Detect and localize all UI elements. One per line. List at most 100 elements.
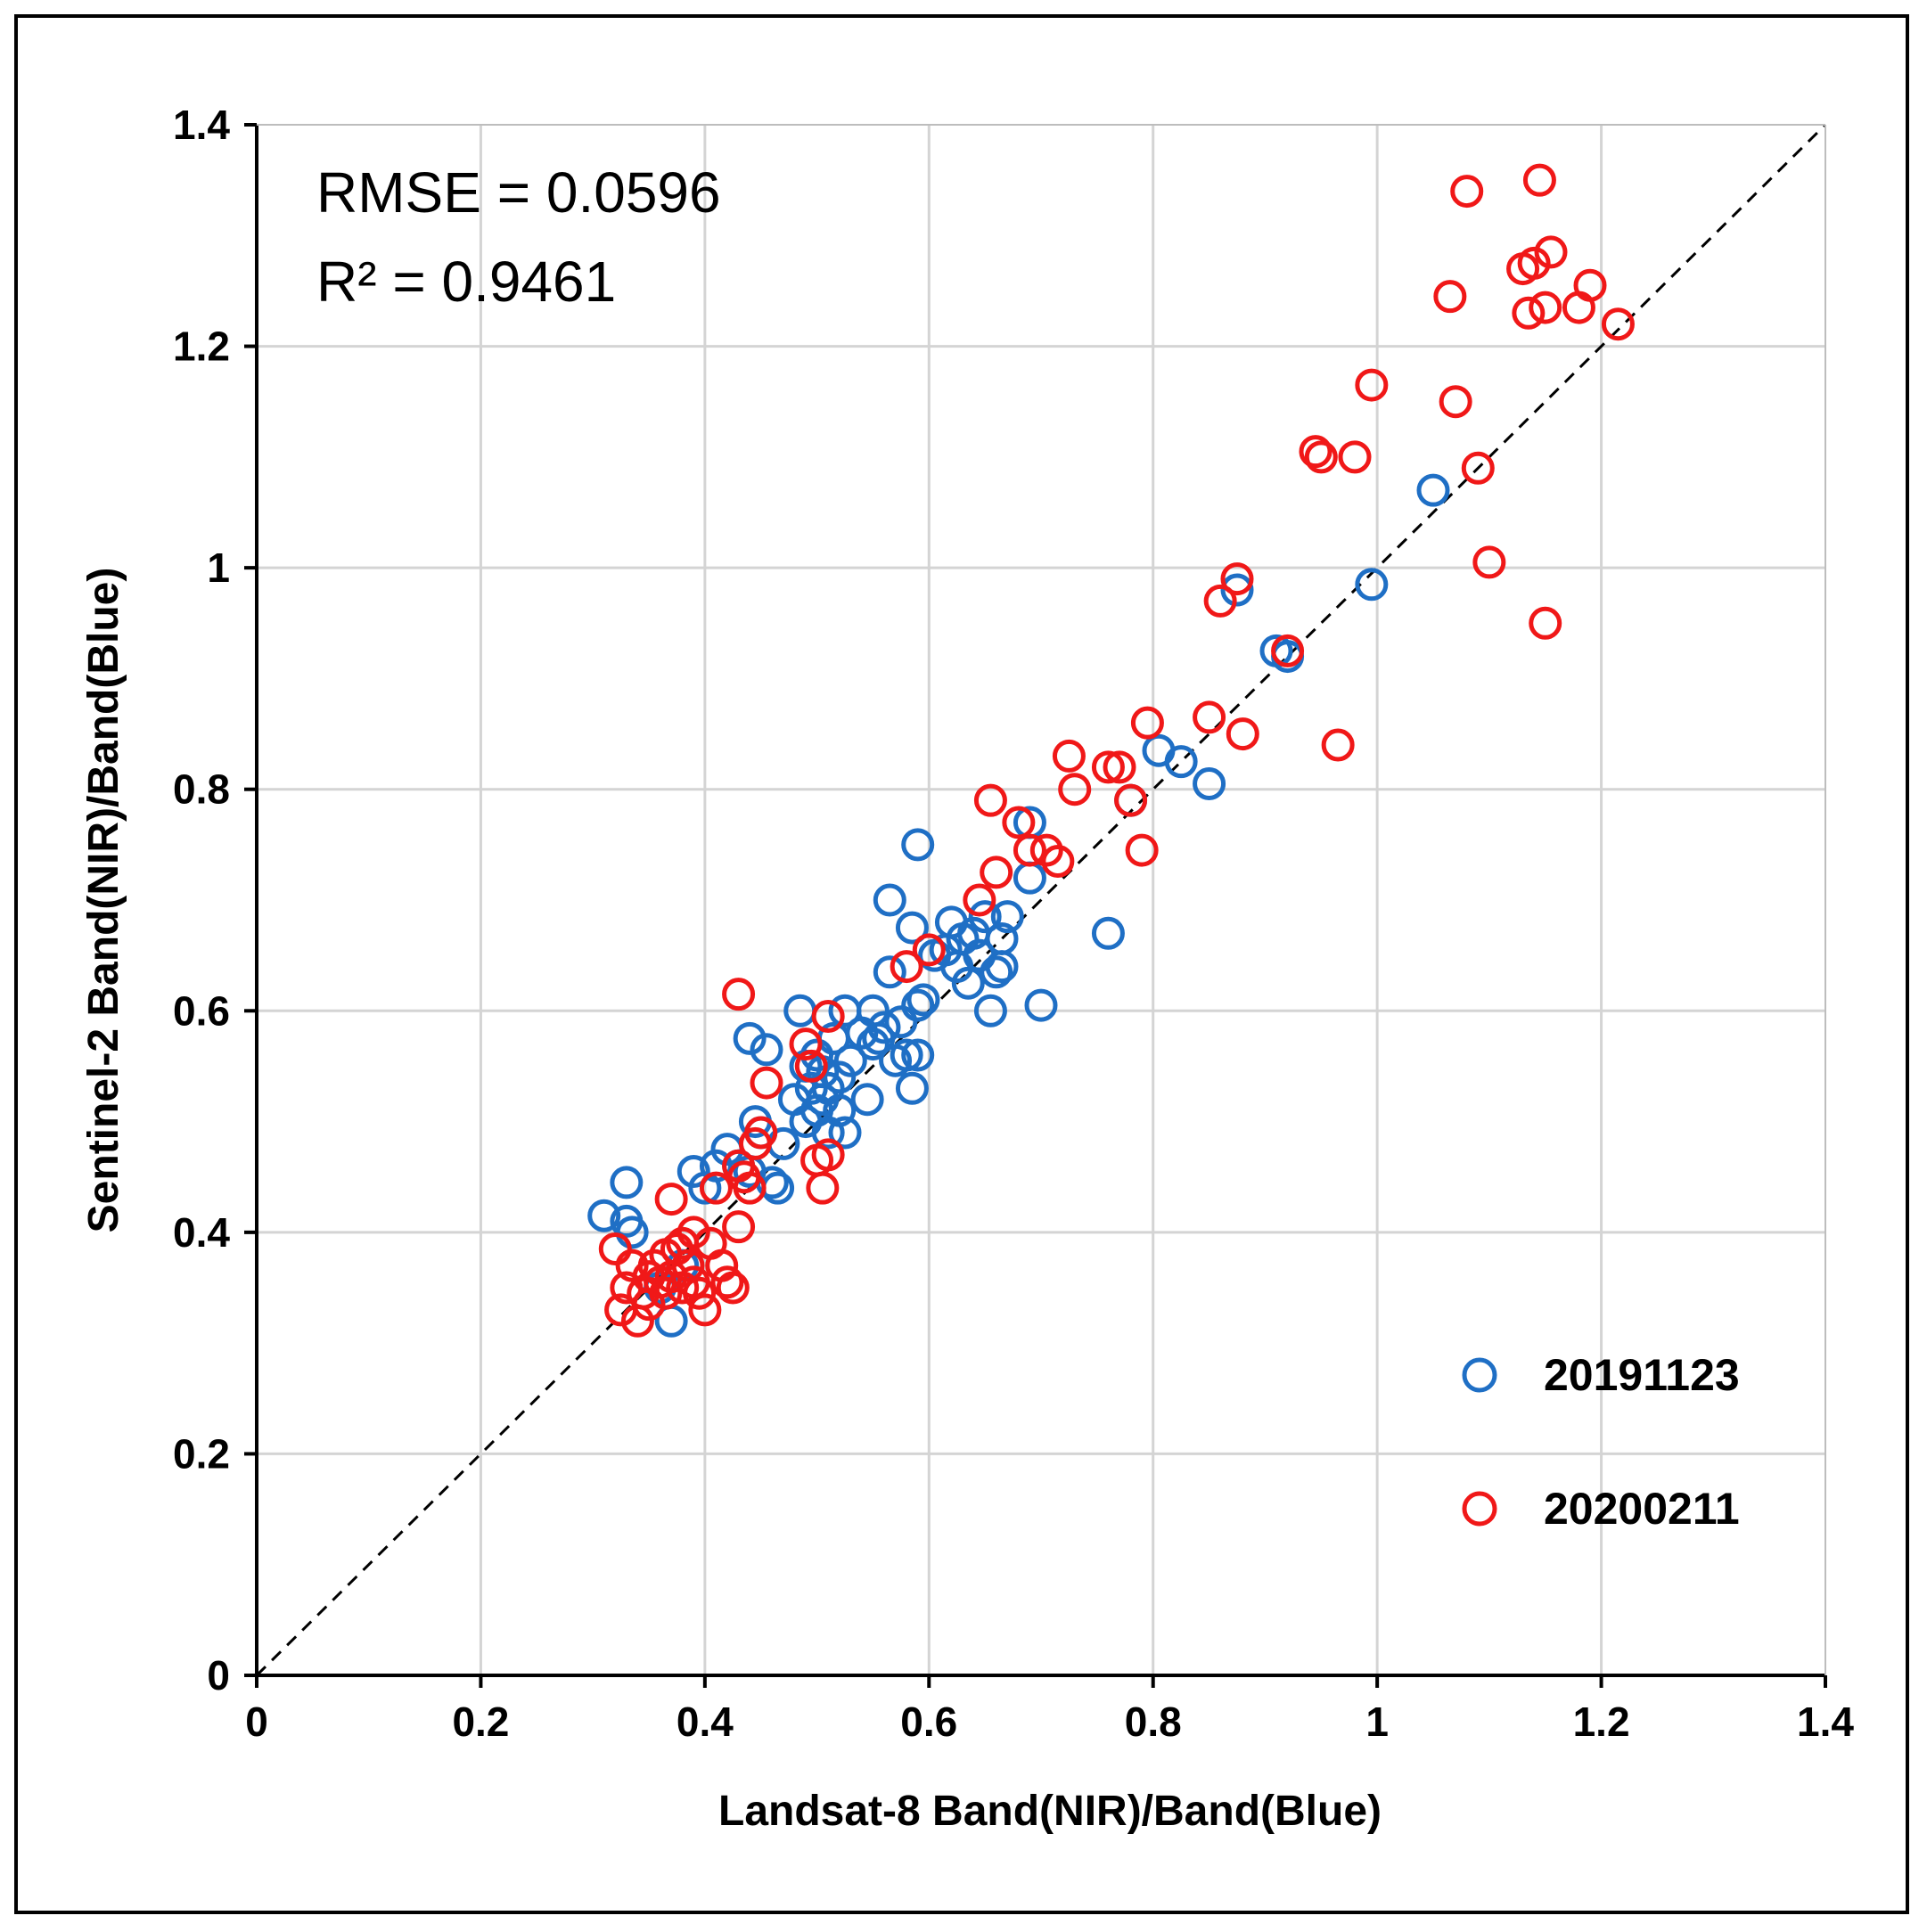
y-tick-label: 0 [207,1652,230,1699]
reference-line-group [255,123,1827,1677]
grid-lines [257,125,1825,1675]
data-point [833,1044,867,1077]
scatter-chart: 0 0.2 0.4 0.6 0.8 1 1.2 1.4 0 0.2 0.4 0.6 0.8 1 1.2 1.4… [80,102,1854,1835]
data-point [676,1216,710,1249]
x-tick-label: 0.6 [900,1699,957,1745]
data-point [850,1083,884,1117]
data-point [789,1027,823,1061]
data-point [610,1166,644,1199]
data-point [985,922,1019,955]
data-point [688,1293,722,1327]
data-point [671,1248,705,1282]
data-point [1052,739,1086,773]
data-point [1091,916,1125,950]
data-point [1013,861,1046,895]
data-point [1461,451,1495,485]
data-point [895,911,929,945]
data-point [963,883,996,917]
data-point [973,994,1007,1027]
data-point [1338,440,1372,474]
x-tick-label: 0.8 [1125,1699,1182,1745]
series-20200211 [598,163,1635,1338]
data-point [699,1149,733,1183]
data-point [980,955,1013,989]
r2-annotation: R² = 0.9461 [316,250,616,314]
data-point [1529,291,1562,324]
data-point [1512,296,1546,330]
y-tick-label: 1 [207,544,230,591]
data-point [794,1071,828,1105]
y-tick-label: 1.2 [173,323,230,370]
data-point [873,883,906,917]
data-point [912,933,946,967]
data-point [615,1216,649,1249]
data-point [1355,568,1389,602]
data-point [951,966,985,1000]
data-point [587,1199,621,1232]
data-point [985,950,1019,984]
data-point [828,1116,862,1150]
data-point [1220,573,1254,607]
data-point [990,900,1024,934]
data-point [733,1171,767,1205]
data-point [637,1248,671,1282]
data-point [733,1021,767,1055]
legend-label: 20200211 [1544,1484,1740,1534]
data-point [1433,280,1467,314]
data-point [1226,717,1259,751]
legend-marker [1462,1491,1497,1527]
data-point [1439,385,1472,419]
legend: 20191123 20200211 [1462,1350,1740,1534]
data-point [683,1276,717,1310]
data-point [823,1093,857,1127]
figure-frame: 0 0.2 0.4 0.6 0.8 1 1.2 1.4 0 0.2 0.4 0.6 0.8 1 1.2 1.4… [14,14,1909,1914]
data-point [722,978,756,1011]
tick-labels: 0 0.2 0.4 0.6 0.8 1 1.2 1.4 0 0.2 0.4 0.6 0.8 1 1.2 1.4 [173,102,1854,1745]
data-point [598,1232,632,1265]
data-point [1450,175,1484,209]
y-tick-label: 0.8 [173,766,230,813]
data-point [1304,440,1338,474]
data-point [676,1155,710,1188]
y-tick-label: 1.4 [173,102,230,148]
data-point [901,828,935,862]
data-point [1091,750,1125,784]
data-point [649,1276,683,1310]
data-point [699,1171,733,1205]
y-tick-label: 0.6 [173,987,230,1034]
data-point [1522,163,1556,197]
legend-label: 20191123 [1544,1350,1740,1400]
legend-item-20200211: 20200211 [1462,1484,1740,1534]
data-point [1193,767,1226,800]
data-point [811,1000,845,1033]
data-point [1517,246,1551,280]
data-point [710,1265,744,1299]
x-tick-label: 0.4 [676,1699,734,1745]
data-point [884,1005,918,1039]
y-tick-label: 0.4 [173,1209,230,1256]
one-to-one-line [255,123,1827,1677]
data-point [1193,700,1226,734]
data-points [587,163,1635,1338]
data-point [895,1071,929,1105]
data-point [1220,562,1254,596]
data-point [722,1210,756,1244]
data-point [750,1066,783,1100]
data-point [654,1183,688,1216]
legend-item-20191123: 20191123 [1462,1350,1740,1400]
data-point [1002,806,1036,839]
data-point [1601,307,1635,341]
data-point [1013,833,1046,867]
data-point [1024,988,1058,1022]
series-20191123 [587,473,1450,1338]
data-point [1529,606,1562,640]
data-point [901,988,935,1022]
data-point [890,950,923,984]
data-point [806,1171,840,1205]
data-point [1472,545,1506,579]
data-point [1164,745,1198,779]
data-point [901,1038,935,1072]
data-point [1041,845,1075,878]
data-point [660,1232,693,1265]
data-point [873,955,906,989]
